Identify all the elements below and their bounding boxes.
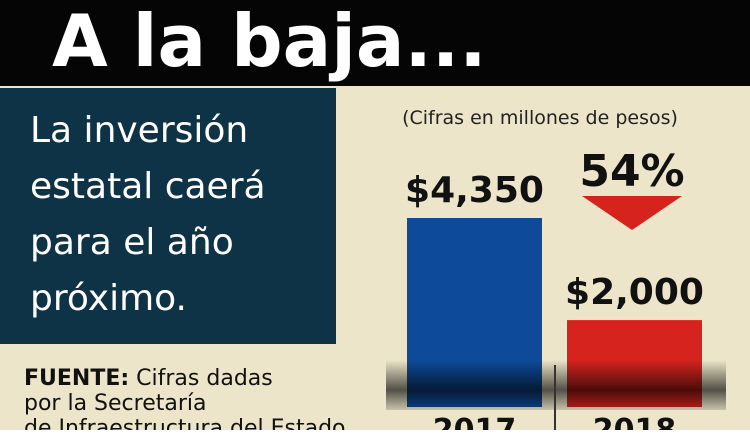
value-label: $4,350 [405,170,544,211]
panel-line: para el año [30,222,234,263]
category-label: 2018 [593,413,677,430]
panel-line: La inversión [30,110,248,151]
chart-subtitle: (Cifras en millones de pesos) [402,107,678,129]
value-label: $2,000 [565,272,704,313]
panel-text: La inversión estatal caerá para el año p… [30,110,266,319]
panel [0,88,336,344]
annotation: 54% [579,146,684,197]
source-label: FUENTE: [24,366,129,391]
header-band [0,0,750,86]
panel-line: próximo. [30,278,187,319]
title: A la baja... [52,0,487,83]
source-text: Cifras dadas [136,366,273,391]
category-label: 2017 [433,413,517,430]
source: FUENTE: Cifras dadas por la Secretaría d… [24,366,346,434]
source-line: de Infraestructura del Estado [24,416,346,430]
down-arrow [582,196,682,230]
source-line: FUENTE: Cifras dadas [24,366,273,391]
panel-line: estatal caerá [30,166,266,207]
source-line: por la Secretaría [24,391,207,416]
